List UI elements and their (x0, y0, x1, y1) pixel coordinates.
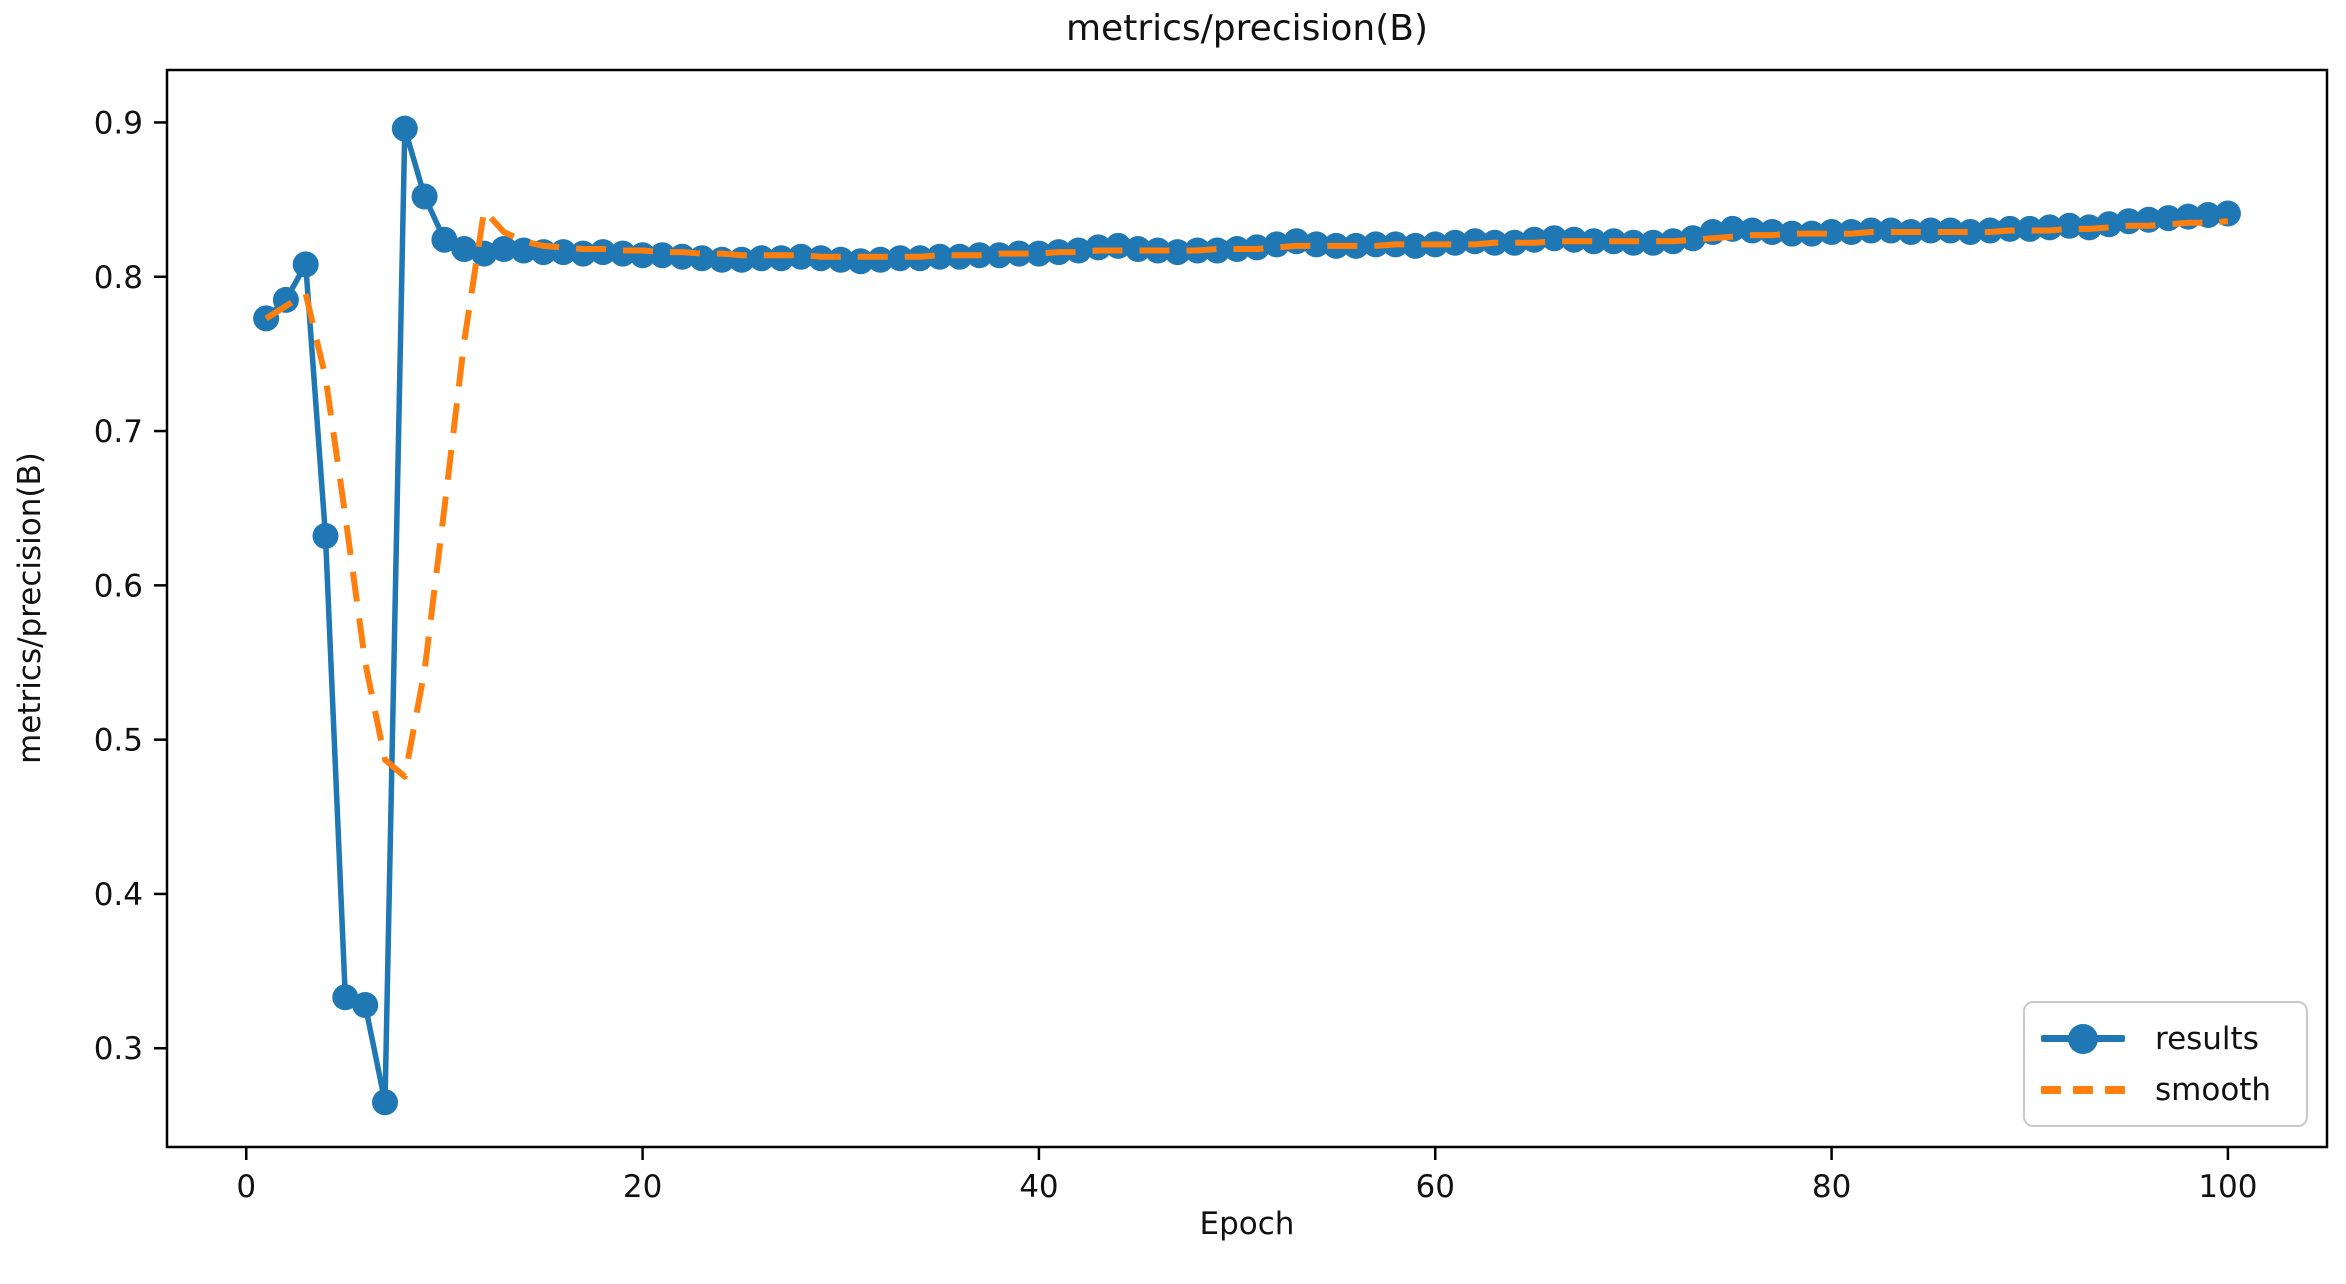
results-marker (867, 246, 894, 273)
results-marker (1779, 220, 1805, 247)
results-marker (352, 992, 379, 1018)
results-marker (1521, 226, 1548, 253)
results-marker (391, 115, 418, 142)
results-marker (1204, 237, 1231, 264)
results-line-swatch (2041, 1023, 2125, 1054)
results-marker (788, 243, 815, 270)
results-marker (1402, 232, 1429, 259)
results-marker (827, 246, 854, 273)
legend-item-results: results (2041, 1014, 2286, 1064)
results-marker (1303, 231, 1330, 258)
results-marker (2036, 214, 2063, 241)
x-axis-label: Epoch (1199, 1206, 1295, 1242)
results-marker (1065, 237, 1092, 264)
results-marker (1541, 225, 1568, 252)
legend-item-smooth: smooth (2041, 1065, 2286, 1115)
results-marker (1461, 228, 1488, 255)
results-marker (1759, 219, 1786, 245)
results-marker (312, 523, 339, 549)
results-marker (332, 984, 359, 1011)
results-marker (926, 243, 953, 270)
results-marker (649, 242, 676, 269)
results-marker (1442, 229, 1469, 256)
smooth-swatch-dash (2073, 1085, 2093, 1094)
results-marker (748, 245, 775, 272)
smooth-swatch-dash (2041, 1085, 2061, 1094)
results-marker (887, 245, 914, 272)
results-marker (1818, 219, 1845, 245)
results-marker (451, 236, 478, 262)
results-marker (1025, 240, 1052, 267)
smooth-line-swatch (2041, 1075, 2125, 1105)
results-marker (609, 240, 636, 267)
x-tick-label: 0 (236, 1169, 256, 1205)
x-tick-label: 20 (623, 1169, 662, 1205)
smooth-line (264, 207, 2229, 780)
results-marker (1679, 225, 1706, 252)
y-tick-label: 0.3 (94, 1031, 143, 1067)
results-marker (590, 239, 616, 266)
x-tick-label: 60 (1416, 1169, 1455, 1205)
results-marker (1263, 231, 1290, 258)
results-marker (431, 226, 458, 253)
chart-title: metrics/precision(B) (1065, 8, 1429, 49)
results-marker (2056, 212, 2083, 239)
results-marker (1957, 219, 1984, 245)
results-marker (1640, 229, 1667, 256)
y-tick-label: 0.5 (94, 723, 143, 759)
results-marker (471, 240, 498, 267)
x-tick-label: 40 (1019, 1169, 1058, 1205)
results-marker (1501, 229, 1528, 256)
y-tick-label: 0.9 (94, 105, 143, 141)
smooth-swatch-dash (2105, 1085, 2125, 1094)
y-tick-label: 0.7 (94, 414, 143, 450)
results-marker (1085, 234, 1112, 261)
results-marker (272, 286, 299, 313)
legend-label-results: results (2155, 1020, 2259, 1057)
results-marker (411, 183, 438, 210)
y-tick-label: 0.6 (94, 568, 143, 604)
x-tick-label: 100 (2198, 1169, 2257, 1205)
results-marker (292, 251, 319, 278)
results-swatch-marker (2068, 1023, 2098, 1054)
results-marker (1125, 236, 1151, 262)
legend-label-smooth: smooth (2155, 1071, 2272, 1108)
results-marker (1580, 228, 1607, 255)
results-marker (1917, 217, 1944, 244)
legend: results smooth (2023, 1001, 2308, 1127)
x-tick-label: 80 (1812, 1169, 1851, 1205)
axes-spines (165, 68, 2329, 1149)
y-tick-label: 0.4 (94, 877, 143, 913)
results-marker (1164, 239, 1191, 266)
results-marker (2016, 215, 2043, 242)
results-marker (372, 1089, 398, 1116)
y-tick-label: 0.8 (94, 260, 143, 296)
results-marker (490, 236, 517, 262)
results-line (264, 125, 2229, 1106)
